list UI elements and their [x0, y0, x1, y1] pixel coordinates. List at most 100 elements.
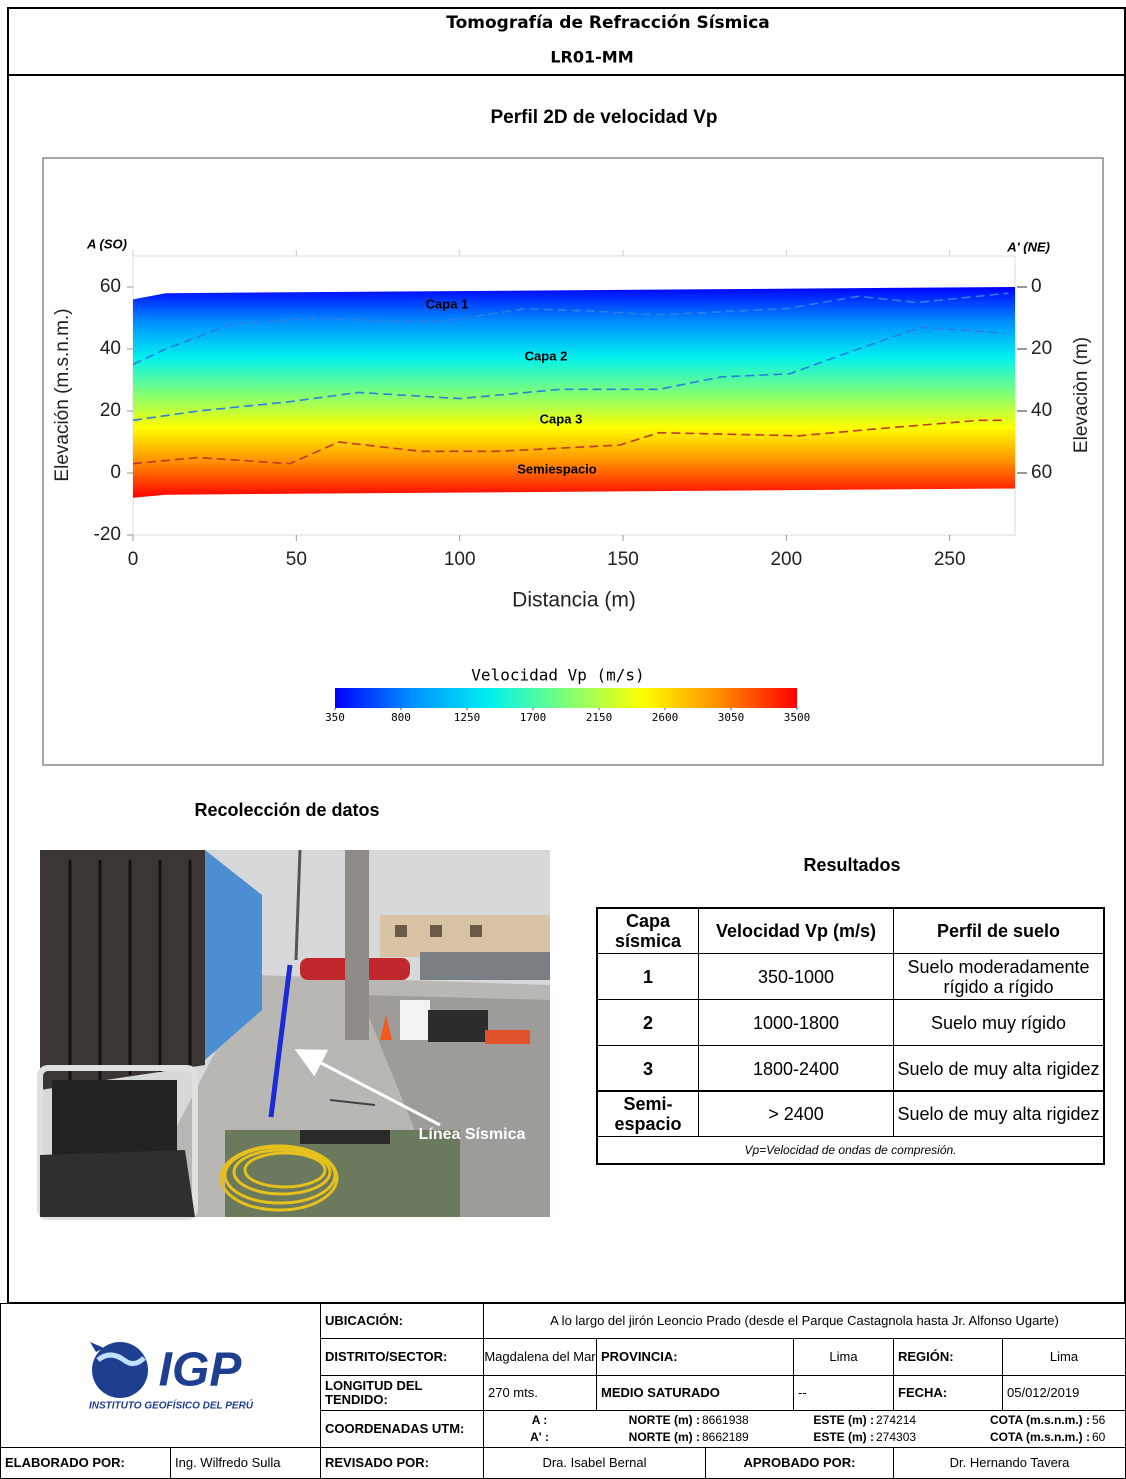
table-cell: 1	[596, 953, 699, 1000]
layer-interface	[132, 292, 1009, 366]
x-tick-label: 200	[770, 549, 802, 570]
table-cell: Semi-espacio	[596, 1090, 699, 1137]
colorbar-tick-label: 3050	[718, 711, 745, 724]
info-value: Lima	[1002, 1338, 1126, 1376]
x-tick-label: 0	[128, 549, 139, 570]
x-axis-label: Distancia (m)	[512, 589, 636, 612]
colorbar-title: Velocidad Vp (m/s)	[471, 666, 644, 685]
layer-label: Capa 3	[540, 411, 583, 426]
y-axis-label: Elevación (m.s.n.m.)	[52, 308, 73, 481]
layer-label: Capa 1	[426, 296, 469, 311]
coord-point: A :	[531, 1412, 548, 1427]
x-tick-label: 150	[607, 549, 639, 570]
logo-institution: INSTITUTO GEOFÍSICO DEL PERÚ	[89, 1399, 254, 1412]
info-value: Ing. Wilfredo Sulla	[170, 1447, 321, 1479]
info-label: UBICACIÓN:	[320, 1303, 484, 1339]
start-label: A (SO)	[86, 236, 127, 251]
coord-label: NORTE (m) :	[628, 1412, 700, 1427]
y-tick-label: 20	[100, 400, 121, 421]
x-tick-label: 50	[286, 549, 307, 570]
table-cell: 350-1000	[698, 953, 894, 1000]
photo-title: Recolección de datos	[194, 800, 379, 820]
y-tick-label: -20	[94, 524, 121, 545]
coord-label: ESTE (m) :	[813, 1429, 874, 1444]
x-tick-label: 250	[934, 549, 966, 570]
table-header: Velocidad Vp (m/s)	[698, 907, 894, 954]
info-value: --	[793, 1375, 894, 1411]
info-label: FECHA:	[893, 1375, 1003, 1411]
y2-tick-label: 20	[1031, 338, 1052, 359]
table-cell: Suelo de muy alta rigidez	[893, 1090, 1105, 1137]
info-value: Magdalena del Mar	[483, 1338, 597, 1376]
table-note: Vp=Velocidad de ondas de compresión.	[596, 1136, 1105, 1165]
layer-label: Capa 2	[525, 348, 568, 363]
logo-name: IGP	[159, 1344, 243, 1397]
table-cell: > 2400	[698, 1090, 894, 1137]
colorbar-tick-label: 2150	[586, 711, 613, 724]
end-label: A' (NE)	[1006, 239, 1050, 254]
colorbar-tick-label: 350	[325, 711, 345, 724]
info-label: REVISADO POR:	[320, 1447, 484, 1479]
y-tick-label: 0	[110, 462, 121, 483]
photo-label: Línea Sísmica	[419, 1126, 526, 1143]
y2-axis-label: Elevaciòn (m)	[1071, 337, 1092, 453]
colorbar-tick-label: 3500	[784, 711, 811, 724]
coord-value: 56	[1092, 1412, 1106, 1427]
logo-cell	[0, 1303, 321, 1448]
doc-title: Tomografía de Refracción Sísmica	[446, 13, 770, 33]
coord-label: COTA (m.s.n.m.) :	[990, 1412, 1090, 1427]
y-tick-label: 60	[100, 276, 121, 297]
logo	[90, 1342, 148, 1398]
info-label: MEDIO SATURADO	[596, 1375, 794, 1411]
plot	[132, 255, 1016, 536]
coord-point: A' :	[530, 1429, 549, 1444]
chart-title: Perfil 2D de velocidad Vp	[490, 107, 717, 128]
velocity-field	[133, 287, 1015, 498]
y2-tick-label: 0	[1031, 276, 1042, 297]
info-value: A lo largo del jirón Leoncio Prado (desd…	[483, 1303, 1126, 1339]
doc-code: LR01-MM	[550, 48, 633, 67]
table-cell: 1800-2400	[698, 1045, 894, 1092]
coord-value: 8661938	[702, 1412, 749, 1427]
colorbar-tick-label: 1250	[454, 711, 481, 724]
table-header: Perfil de suelo	[893, 907, 1105, 954]
x-tick-label: 100	[444, 549, 476, 570]
colorbar-tick-label: 800	[391, 711, 411, 724]
table-cell: 2	[596, 999, 699, 1046]
colorbar-tick-label: 2600	[652, 711, 679, 724]
y-tick-label: 40	[100, 338, 121, 359]
info-value: 05/012/2019	[1002, 1375, 1126, 1411]
coord-value: 274214	[876, 1412, 917, 1427]
coord-value: 274303	[876, 1429, 917, 1444]
coord-label: ESTE (m) :	[813, 1412, 874, 1427]
table-cell: Suelo moderadamente rígido a rígido	[893, 953, 1105, 1000]
info-value: 270 mts.	[483, 1375, 597, 1411]
colorbar	[335, 688, 797, 708]
info-label: APROBADO POR:	[705, 1447, 894, 1479]
info-label: LONGITUD DEL TENDIDO:	[320, 1375, 484, 1411]
info-label: PROVINCIA:	[596, 1338, 794, 1376]
info-label: COORDENADAS UTM:	[320, 1410, 484, 1448]
table-header: Capa sísmica	[596, 907, 699, 954]
info-label: ELABORADO POR:	[0, 1447, 171, 1479]
info-value: Dra. Isabel Bernal	[483, 1447, 706, 1479]
info-value: Dr. Hernando Tavera	[893, 1447, 1126, 1479]
info-label: REGIÓN:	[893, 1338, 1003, 1376]
field-photo	[37, 849, 550, 1220]
table-cell: 1000-1800	[698, 999, 894, 1046]
y2-tick-label: 60	[1031, 462, 1052, 483]
info-value: Lima	[793, 1338, 894, 1376]
coord-label: COTA (m.s.n.m.) :	[990, 1429, 1090, 1444]
coord-value: 60	[1092, 1429, 1106, 1444]
table-cell: Suelo muy rígido	[893, 999, 1105, 1046]
table-cell: Suelo de muy alta rigidez	[893, 1045, 1105, 1092]
table-cell: 3	[596, 1045, 699, 1092]
coord-label: NORTE (m) :	[628, 1429, 700, 1444]
layer-label: Semiespacio	[517, 461, 597, 476]
layer-interface	[132, 326, 1006, 422]
info-label: DISTRITO/SECTOR:	[320, 1338, 484, 1376]
coord-value: 8662189	[702, 1429, 749, 1444]
